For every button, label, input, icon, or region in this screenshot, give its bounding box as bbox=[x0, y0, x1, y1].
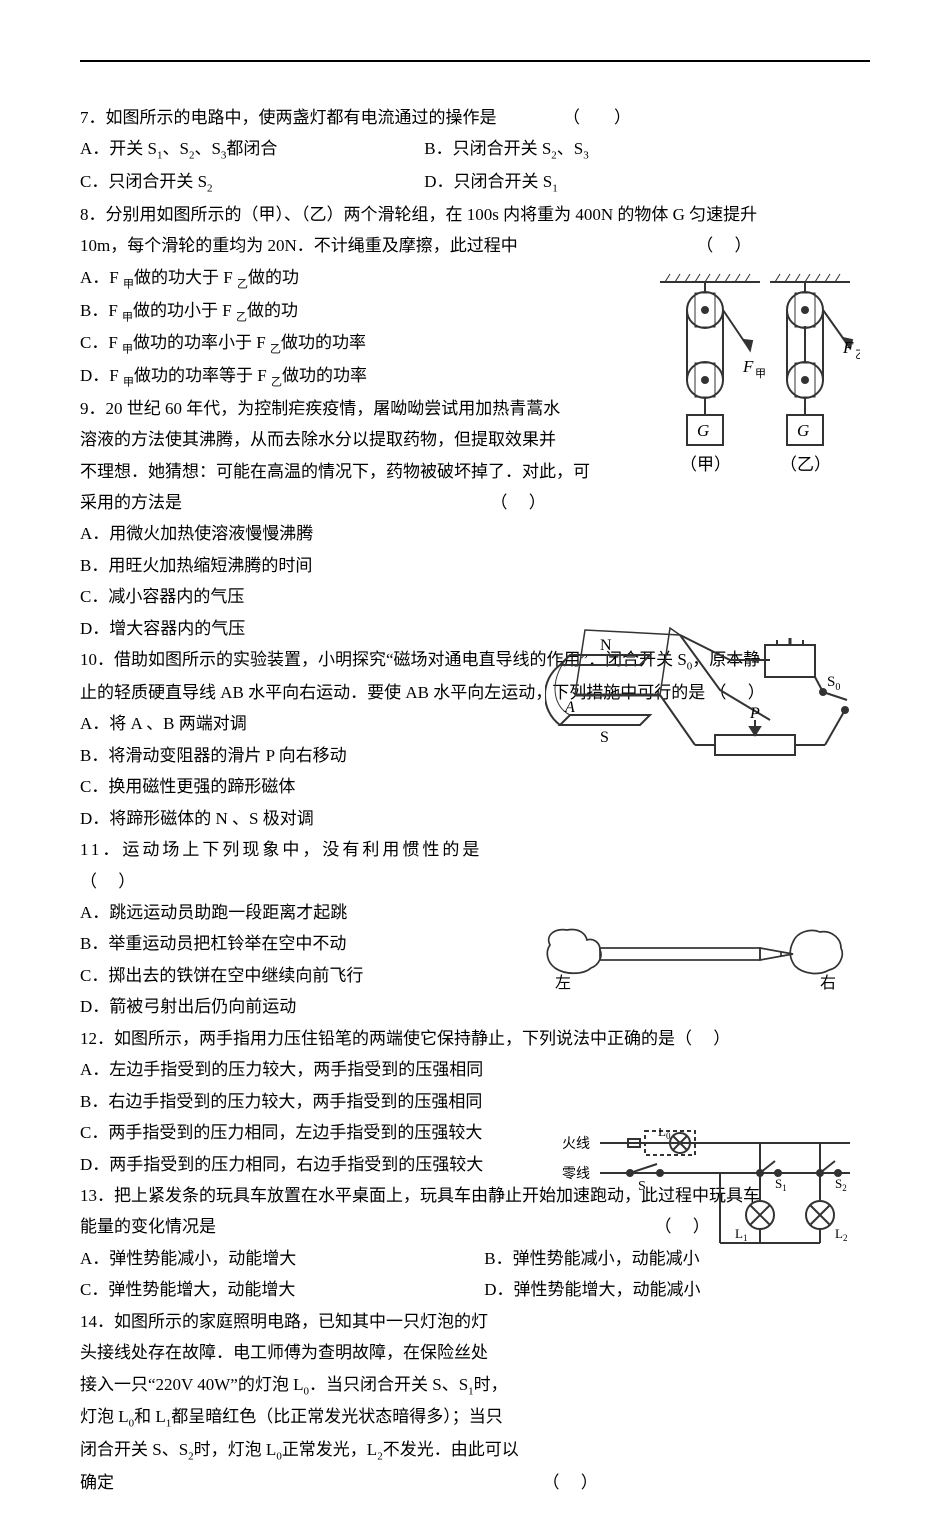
q9-paren: （ ） bbox=[491, 493, 546, 512]
q8-stem2-row: 10m，每个滑轮的重均为 20N．不计绳重及摩擦，此过程中 （ ） bbox=[80, 230, 870, 261]
q7-A: A．开关 S1、S2、S3都闭合 bbox=[80, 133, 420, 166]
q8-stem2: 10m，每个滑轮的重均为 20N．不计绳重及摩擦，此过程中 bbox=[80, 236, 518, 255]
huo-label: 火线 bbox=[562, 1136, 590, 1152]
q7-D: D．只闭合开关 S1 bbox=[424, 172, 557, 191]
q13-row-CD: C．弹性势能增大，动能增大 D．弹性势能增大，动能减小 bbox=[80, 1274, 870, 1305]
q7-row2: C．只闭合开关 S2 D．只闭合开关 S1 bbox=[80, 166, 870, 199]
q11-stem: 11．运动场上下列现象中，没有利用惯性的是 bbox=[80, 834, 870, 865]
q7-row1: A．开关 S1、S2、S3都闭合 B．只闭合开关 S2、S3 bbox=[80, 133, 870, 166]
ling-label: 零线 bbox=[562, 1166, 590, 1182]
circuit-figure: 火线 零线 L0 S S1 S2 L1 L2 bbox=[560, 1128, 860, 1253]
q13-D: D．弹性势能增大，动能减小 bbox=[484, 1280, 700, 1299]
svg-text:乙: 乙 bbox=[855, 348, 860, 361]
q14-stem1: 14．如图所示的家庭照明电路，已知其中一只灯泡的灯 bbox=[80, 1306, 870, 1337]
N-label: N bbox=[600, 637, 612, 654]
magnet-figure: N S A P S0 bbox=[545, 620, 855, 790]
q14-row6: 确定 （ ） bbox=[80, 1467, 870, 1498]
q13-A: A．弹性势能减小，动能增大 bbox=[80, 1243, 480, 1274]
q13-C: C．弹性势能增大，动能增大 bbox=[80, 1274, 480, 1305]
svg-text:L1: L1 bbox=[735, 1226, 747, 1243]
pencil-figure: 左 右 bbox=[545, 920, 845, 990]
svg-text:L2: L2 bbox=[835, 1226, 847, 1243]
svg-text:甲: 甲 bbox=[755, 368, 766, 380]
q9-C: C．减小容器内的气压 bbox=[80, 581, 870, 612]
q14-paren: （ ） bbox=[543, 1473, 598, 1492]
q7-paren: （ ） bbox=[563, 108, 631, 127]
q11-paren: （ ） bbox=[80, 866, 870, 897]
S-label: S bbox=[600, 729, 609, 746]
q9-stem3: 不理想．她猜想：可能在高温的情况下，药物被破坏掉了．对此，可 bbox=[80, 456, 870, 487]
q9-A: A．用微火加热使溶液慢慢沸腾 bbox=[80, 518, 870, 549]
q14-stem5: 闭合开关 S、S2时，灯泡 L0正常发光，L2不发光．由此可以 bbox=[80, 1434, 870, 1467]
q8-stem1: 8．分别用如图所示的（甲）、（乙）两个滑轮组，在 100s 内将重为 400N … bbox=[80, 199, 870, 230]
A-label: A bbox=[564, 699, 575, 716]
q13-stem2: 能量的变化情况是 bbox=[80, 1217, 216, 1236]
svg-text:S2: S2 bbox=[835, 1176, 847, 1193]
q7-stem-text: 7．如图所示的电路中，使两盏灯都有电流通过的操作是 bbox=[80, 108, 497, 127]
svg-text:F: F bbox=[842, 338, 854, 357]
q7-stem: 7．如图所示的电路中，使两盏灯都有电流通过的操作是 （ ） bbox=[80, 102, 870, 133]
q9-stem2: 溶液的方法使其沸腾，从而去除水分以提取药物，但提取效果并 bbox=[80, 424, 870, 455]
svg-text:S: S bbox=[638, 1179, 646, 1194]
q14-stem6: 确定 bbox=[80, 1473, 114, 1492]
F-jia-label: F bbox=[742, 357, 754, 376]
q14-stem3: 接入一只“220V 40W”的灯泡 L0．当只闭合开关 S、S1时， bbox=[80, 1369, 870, 1402]
q7-C: C．只闭合开关 S2 bbox=[80, 166, 420, 199]
q12-stem: 12．如图所示，两手指用力压住铅笔的两端使它保持静止，下列说法中正确的是（ ） bbox=[80, 1023, 870, 1054]
right-label: 右 bbox=[820, 974, 836, 990]
left-label: 左 bbox=[555, 974, 571, 990]
q10-D: D．将蹄形磁体的 N 、S 极对调 bbox=[80, 803, 870, 834]
S0-label: S0 bbox=[827, 674, 840, 693]
top-rule bbox=[80, 60, 870, 62]
q14-stem2: 头接线处存在故障．电工师傅为查明故障，在保险丝处 bbox=[80, 1337, 870, 1368]
q9-stem4: 采用的方法是 bbox=[80, 493, 182, 512]
svg-text:S1: S1 bbox=[775, 1176, 787, 1193]
q9-row4: 采用的方法是 （ ） bbox=[80, 487, 870, 518]
q12-B: B．右边手指受到的压力较大，两手指受到的压强相同 bbox=[80, 1086, 870, 1117]
q14-stem4: 灯泡 L0和 L1都呈暗红色（比正常发光状态暗得多）；当只 bbox=[80, 1401, 870, 1434]
q9-B: B．用旺火加热缩短沸腾的时间 bbox=[80, 550, 870, 581]
q12-A: A．左边手指受到的压力较大，两手指受到的压强相同 bbox=[80, 1054, 870, 1085]
q11-D: D．箭被弓射出后仍向前运动 bbox=[80, 991, 870, 1022]
P-label: P bbox=[749, 705, 760, 722]
q8-paren: （ ） bbox=[696, 236, 751, 255]
q7-B: B．只闭合开关 S2、S3 bbox=[424, 139, 589, 158]
svg-text:L0: L0 bbox=[658, 1128, 671, 1141]
q9-stem1: 9．20 世纪 60 年代，为控制疟疾疫情，屠呦呦尝试用加热青蒿水 bbox=[80, 393, 870, 424]
